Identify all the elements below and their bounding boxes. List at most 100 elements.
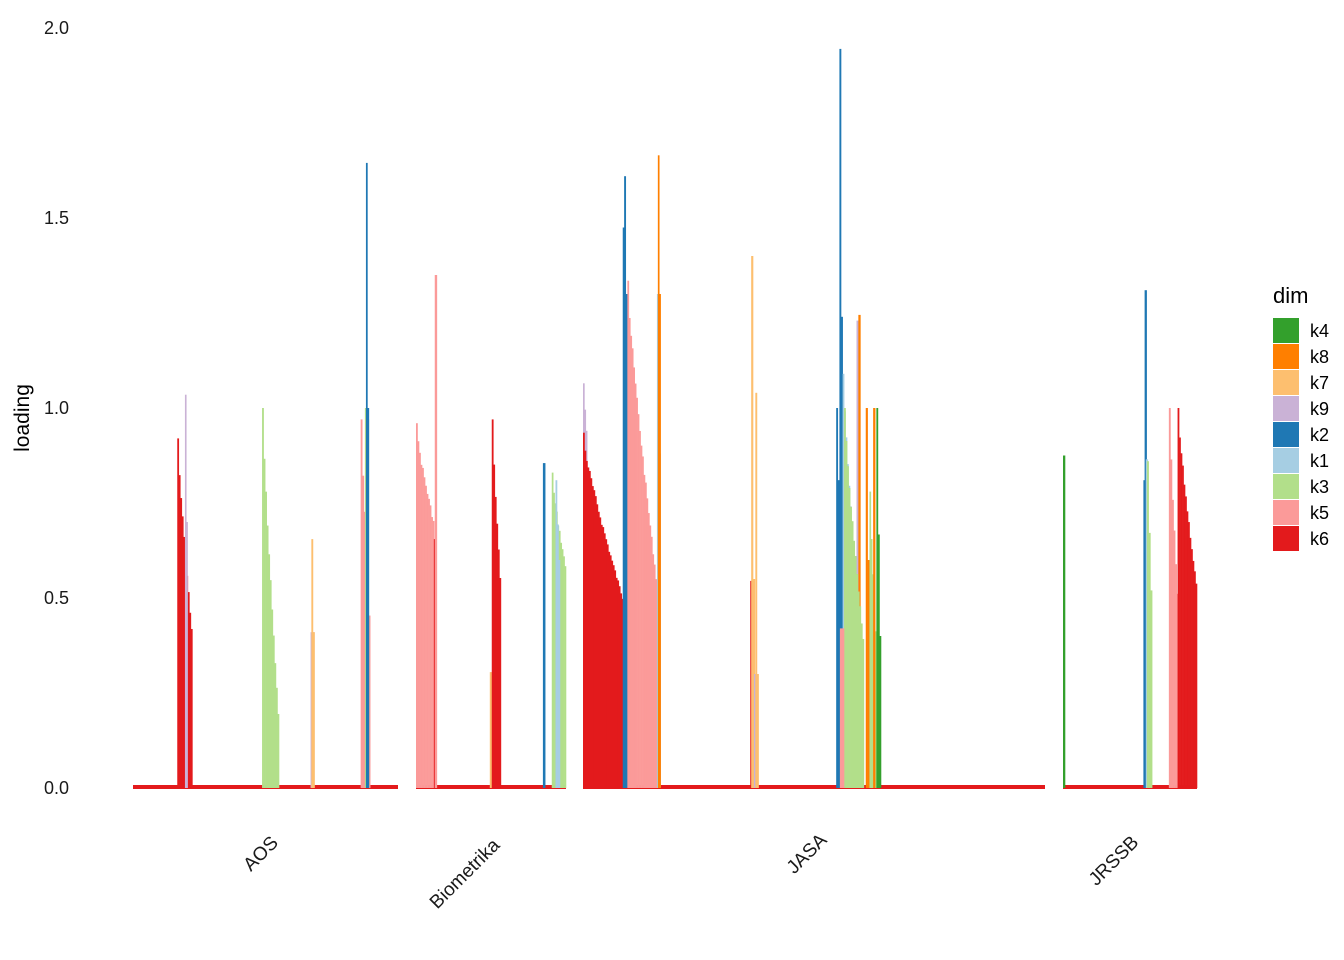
bar-k3 [1148, 532, 1151, 788]
bar-k6 [615, 577, 618, 788]
bar-k6 [590, 478, 593, 788]
bar-group-k1 [555, 480, 561, 788]
bar-k2 [836, 408, 839, 788]
bar-k3 [560, 542, 563, 788]
bar-k5 [643, 474, 646, 788]
bar-k6 [606, 544, 609, 788]
bar-k8 [657, 155, 660, 789]
bar-k3 [859, 606, 862, 788]
bar-k6 [611, 560, 614, 788]
bar-k5 [839, 628, 842, 788]
bar-k5 [649, 525, 652, 788]
bar-group-k2 [839, 48, 843, 788]
bar-k6 [1188, 522, 1190, 788]
facet-label-jasa: JASA [783, 830, 832, 879]
bar-k6 [499, 577, 502, 788]
facet-panels [133, 48, 1198, 789]
bar-k3 [845, 441, 848, 788]
legend-swatch-k9 [1273, 396, 1299, 421]
bar-k4 [1063, 455, 1066, 788]
bar-k5 [431, 517, 433, 788]
bar-k6 [493, 464, 496, 788]
bar-k6 [609, 555, 612, 788]
bar-group-k5 [627, 280, 660, 788]
bar-k6 [178, 475, 181, 788]
bar-k3 [277, 713, 280, 788]
bar-k3 [848, 487, 851, 788]
bar-group-k4 [876, 408, 882, 788]
bar-k6 [1177, 408, 1180, 788]
bar-k5 [636, 397, 638, 788]
bar-k5 [420, 464, 423, 788]
bar-group-k9 [184, 394, 188, 788]
bar-k6 [599, 517, 602, 788]
bar-k8 [865, 408, 868, 788]
bar-k5 [628, 317, 631, 788]
y-tick-label: 1.0 [44, 398, 69, 418]
legend-swatch-k4 [1273, 318, 1299, 343]
bar-k6 [621, 598, 624, 788]
bar-k3 [870, 539, 873, 788]
bar-k5 [639, 430, 641, 788]
bar-k7 [756, 674, 759, 788]
bar-k6 [605, 539, 608, 788]
facet-label-aos: AOS [239, 832, 282, 875]
bar-k5 [363, 511, 366, 788]
bar-k3 [263, 458, 266, 788]
bar-k6 [1189, 537, 1192, 788]
bar-k5 [652, 554, 655, 788]
bar-k3 [553, 492, 555, 788]
bar-k6 [603, 533, 606, 788]
y-axis-title: loading [11, 384, 34, 452]
bar-k5 [842, 628, 845, 788]
bar-k6 [583, 432, 585, 788]
bar-k6 [588, 470, 591, 788]
bar-k6 [187, 592, 190, 788]
bar-k6 [189, 612, 192, 788]
bar-k5 [653, 564, 656, 788]
bar-k3 [554, 503, 557, 788]
bar-k5 [640, 445, 643, 788]
legend-label-k1: k1 [1310, 451, 1329, 471]
bar-k3 [269, 580, 272, 788]
bar-k1 [557, 524, 559, 788]
bar-k4 [879, 636, 882, 788]
bar-k1 [558, 560, 561, 788]
bar-k9 [184, 394, 187, 788]
bar-k9 [186, 522, 188, 788]
legend-label-k9: k9 [1310, 399, 1329, 419]
bar-group-k6 [1177, 408, 1198, 788]
bar-k5 [1171, 499, 1174, 788]
bar-k6 [596, 504, 599, 788]
bar-k5 [631, 348, 634, 788]
bar-group-k7 [755, 392, 759, 788]
bar-k6 [612, 565, 615, 788]
bar-k5 [627, 280, 630, 788]
bar-k5 [362, 475, 365, 788]
bar-k6 [491, 419, 494, 788]
bar-k2 [624, 176, 627, 788]
bar-k5 [646, 498, 649, 788]
bar-k5 [1175, 564, 1177, 788]
bar-k6 [617, 580, 620, 788]
y-tick-label: 2.0 [44, 18, 69, 38]
bar-k6 [1180, 453, 1183, 788]
bar-k6 [591, 486, 594, 788]
bar-group-k6 [491, 419, 502, 788]
bar-k8 [659, 294, 661, 788]
bar-k2 [544, 463, 546, 788]
bar-k9 [753, 674, 756, 788]
bar-k3 [860, 623, 863, 788]
legend-swatch-k3 [1273, 474, 1299, 499]
facet-label-biometrika: Biometrika [426, 835, 505, 914]
bar-k2 [1143, 480, 1145, 788]
bar-k6 [600, 524, 603, 788]
bar-k3 [561, 549, 564, 788]
bar-k2 [542, 463, 545, 788]
bar-k8 [873, 408, 876, 788]
facet-biometrika [416, 275, 567, 789]
bar-k6 [614, 570, 617, 788]
bar-k2 [839, 48, 842, 788]
bar-k6 [180, 498, 183, 788]
legend-swatch-k7 [1273, 370, 1299, 395]
